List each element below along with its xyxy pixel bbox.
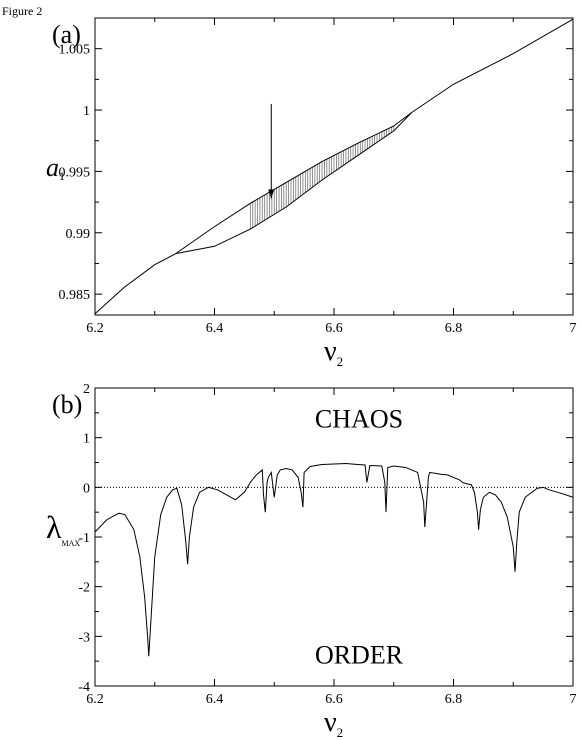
series-line-2	[175, 112, 413, 255]
x-axis-label: ν2	[324, 336, 343, 369]
y-tick-label: 1	[83, 432, 90, 447]
x-axis-label: ν2	[324, 707, 343, 740]
y-tick-label: 1	[83, 104, 90, 119]
series-line-1	[175, 112, 412, 255]
panel-label: (a)	[52, 20, 81, 49]
y-tick-label: 0.985	[59, 288, 91, 303]
annotation-order: ORDER	[315, 641, 404, 670]
x-tick-label: 6.8	[445, 692, 463, 707]
y-tick-label: -4	[78, 680, 90, 695]
y-tick-label: 2	[83, 382, 90, 397]
x-tick-label: 6.4	[206, 321, 224, 336]
x-tick-label: 6.8	[445, 321, 463, 336]
y-axis-label: λMAX	[46, 509, 80, 548]
y-tick-label: 0	[83, 481, 90, 496]
y-tick-label: 0.995	[59, 165, 91, 180]
y-axis-label: a1	[46, 153, 65, 183]
series-line-3	[411, 18, 574, 113]
x-tick-label: 6.6	[325, 692, 343, 707]
lyapunov-curve-0	[94, 462, 574, 657]
y-tick-label: 0.99	[66, 227, 91, 242]
y-tick-label: -1	[78, 531, 90, 546]
x-tick-label: 6.2	[86, 692, 104, 707]
panel-b: 6.2 6.4 6.6 6.8 7 -4 -3 -2 -1 0 1 2(b) ν2 λMAX CHAOS OR…	[46, 382, 577, 740]
y-tick-label: 1.005	[59, 43, 91, 58]
arrow-head	[268, 189, 275, 199]
x-tick-label: 6.4	[206, 692, 224, 707]
x-tick-label: 7	[570, 321, 577, 336]
panel-label: (b)	[52, 390, 82, 419]
y-tick-label: -3	[78, 630, 90, 645]
annotation-chaos: CHAOS	[315, 405, 403, 434]
x-tick-label: 6.2	[86, 321, 104, 336]
series-line-0	[94, 253, 176, 315]
x-tick-label: 7	[570, 692, 577, 707]
y-tick-label: -2	[78, 581, 90, 596]
panel-a: 6.2 6.4 6.6 6.8 7 0.985 0.99 0.995 1 1.005(a) ν2 a1	[46, 17, 577, 369]
x-tick-label: 6.6	[325, 321, 343, 336]
figure-label: Figure 2	[2, 4, 42, 18]
